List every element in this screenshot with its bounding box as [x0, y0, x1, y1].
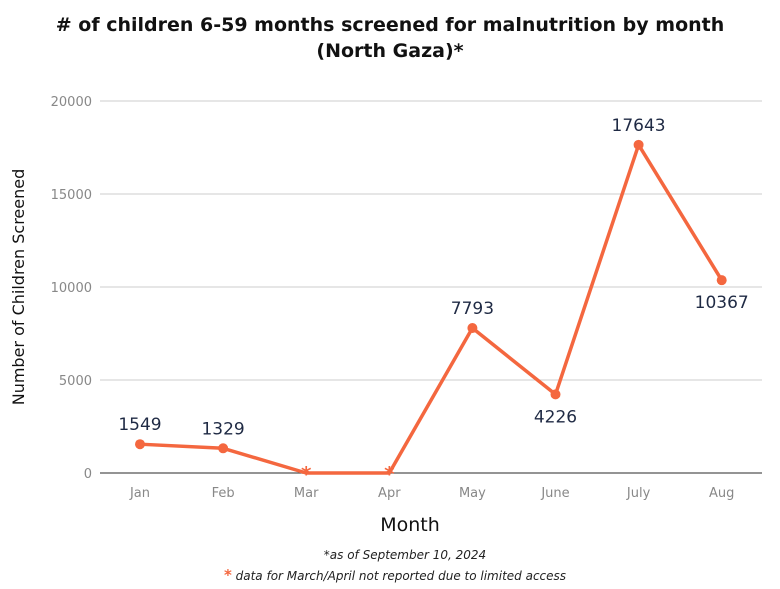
x-tick-label: Aug [709, 486, 734, 501]
data-point [467, 323, 478, 334]
x-axis-label: Month [380, 514, 440, 536]
line-chart: 0 5000 10000 15000 20000 Jan Feb Mar Apr May June J… [9, 95, 762, 536]
asterisk-marker: * [384, 462, 395, 486]
x-tick-label: Jan [129, 486, 150, 501]
data-point [135, 439, 145, 450]
data-label: 17643 [612, 116, 666, 136]
x-tick-label: Apr [378, 486, 401, 501]
data-point [218, 443, 229, 454]
access-footnote-text: data for March/April not reported due to… [235, 569, 567, 583]
data-point [633, 139, 644, 150]
access-footnote: * data for March/April not reported due … [0, 566, 780, 584]
data-label: 7793 [451, 299, 494, 319]
data-label: 10367 [695, 293, 749, 313]
y-tick-label: 10000 [51, 281, 92, 296]
data-point [716, 275, 727, 286]
series-line [139, 143, 724, 475]
x-tick-label: Feb [212, 486, 235, 501]
data-label: 4226 [534, 407, 577, 427]
chart-title-line1: # of children 6-59 months screened for m… [55, 14, 725, 36]
y-tick-label: 15000 [51, 188, 92, 203]
x-tick-label: May [459, 486, 486, 501]
y-tick-label: 5000 [59, 374, 92, 389]
data-point [550, 389, 561, 400]
asterisk-marker: * [301, 462, 312, 486]
x-tick-label: July [626, 486, 651, 501]
x-tick-label: Mar [294, 486, 319, 501]
date-footnote: *as of September 10, 2024 [323, 548, 487, 562]
y-axis-label: Number of Children Screened [9, 169, 28, 406]
chart-title-line2: (North Gaza)* [316, 40, 464, 62]
x-tick-label: June [540, 486, 569, 501]
y-tick-label: 20000 [51, 95, 92, 110]
data-label: 1329 [201, 419, 244, 439]
asterisk-marker-icon: * [223, 566, 232, 584]
data-label: 1549 [118, 415, 161, 435]
y-tick-label: 0 [84, 467, 92, 482]
